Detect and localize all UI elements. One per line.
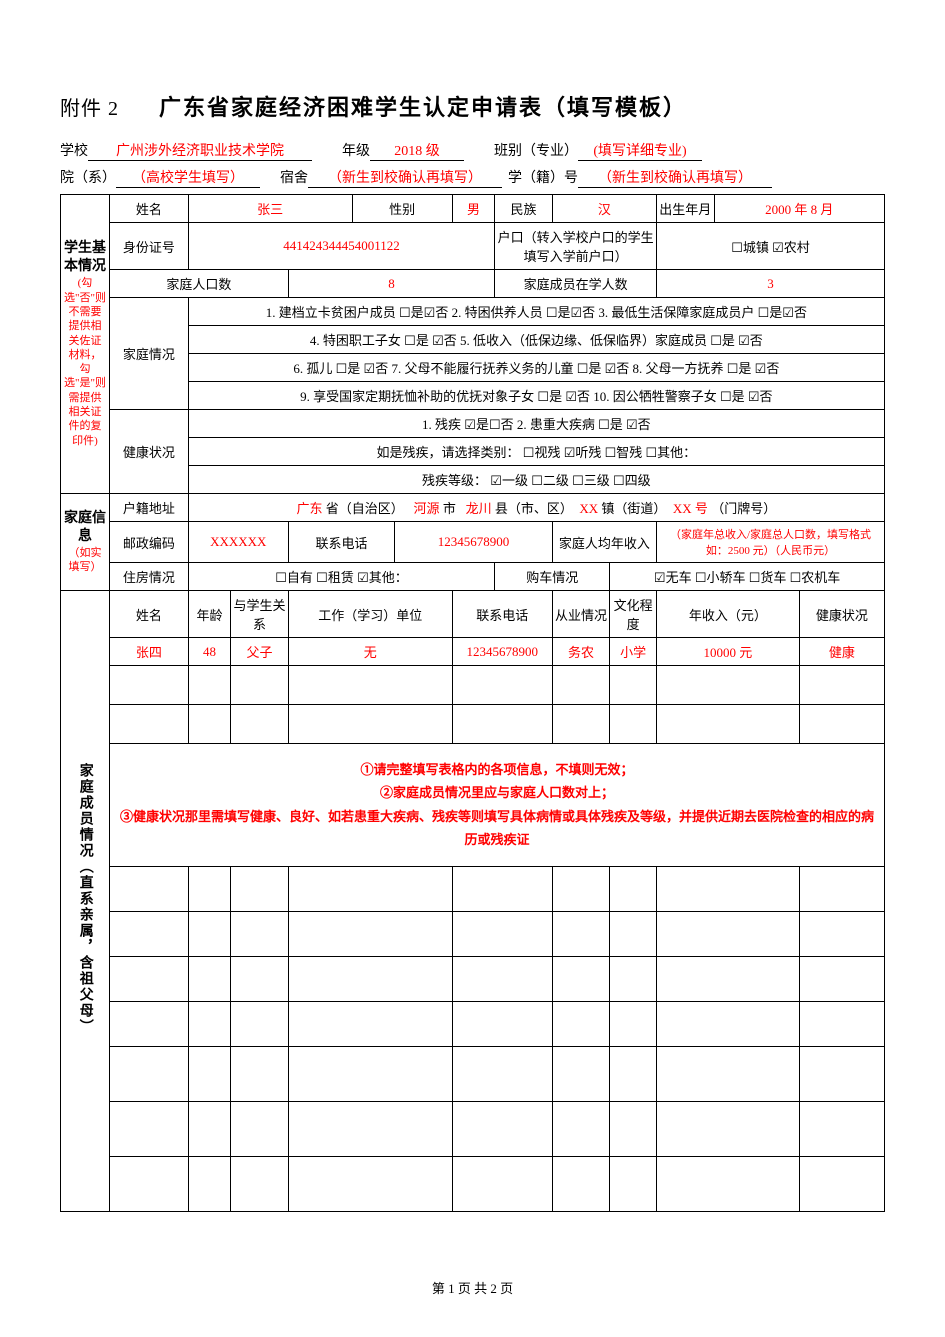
pop-value[interactable]: 8 [288, 270, 495, 298]
section-members-title: 家庭成员情况（直系亲属，含祖父母） [75, 763, 95, 1035]
pop-label: 家庭人口数 [109, 270, 288, 298]
students-label: 家庭成员在学人数 [495, 270, 657, 298]
health-line-3[interactable]: 残疾等级： ☑一级 ☐二级 ☐三级 ☐四级 [188, 466, 884, 494]
col-job: 从业情况 [552, 591, 609, 638]
section-members-head: 家庭成员情况（直系亲属，含祖父母） [61, 591, 110, 1212]
id-value[interactable]: 441424344454001122 [188, 223, 495, 270]
students-value[interactable]: 3 [657, 270, 885, 298]
member-row-1[interactable]: 张四 48 父子 无 12345678900 务农 小学 10000 元 健康 [61, 638, 885, 666]
class-label: 班别（专业） [494, 140, 578, 160]
col-phone: 联系电话 [452, 591, 552, 638]
zip-value[interactable]: XXXXXX [188, 522, 288, 563]
m1-income[interactable]: 10000 元 [657, 638, 800, 666]
family-label: 家庭情况 [109, 298, 188, 410]
member-row-6[interactable] [61, 911, 885, 956]
phone-value[interactable]: 12345678900 [395, 522, 553, 563]
member-row-9[interactable] [61, 1046, 885, 1101]
family-line-3[interactable]: 6. 孤儿 ☐是 ☑否 7. 父母不能履行抚养义务的儿童 ☐是 ☑否 8. 父母… [188, 354, 884, 382]
family-line-4[interactable]: 9. 享受国家定期抚恤补助的优抚对象子女 ☐是 ☑否 10. 因公牺牲警察子女 … [188, 382, 884, 410]
col-relation: 与学生关系 [231, 591, 288, 638]
dorm-label: 宿舍 [280, 167, 308, 187]
notes-line-3a: ③健康状况那里需填写健康、良好、如 [120, 809, 341, 824]
m1-phone[interactable]: 12345678900 [452, 638, 552, 666]
zip-label: 邮政编码 [109, 522, 188, 563]
notes-line-2: ②家庭成员情况里应与家庭人口数对上； [380, 785, 614, 800]
member-row-10[interactable] [61, 1101, 885, 1156]
member-notes-row: ①请完整填写表格内的各项信息，不填则无效； ②家庭成员情况里应与家庭人口数对上；… [61, 744, 885, 867]
house-label: 住房情况 [109, 563, 188, 591]
id-label: 身份证号 [109, 223, 188, 270]
member-row-5[interactable] [61, 866, 885, 911]
meta-line-2: 院（系） （高校学生填写） 宿舍 （新生到校确认再填写） 学（籍）号 （新生到校… [60, 167, 885, 188]
birth-label: 出生年月 [657, 195, 714, 223]
member-row-8[interactable] [61, 1001, 885, 1046]
col-work: 工作（学习）单位 [288, 591, 452, 638]
avg-label: 家庭人均年收入 [552, 522, 656, 563]
grade-value[interactable]: 2018 级 [370, 140, 464, 161]
ethnic-label: 民族 [495, 195, 552, 223]
addr-label: 户籍地址 [109, 494, 188, 522]
meta-line-1: 学校 广州涉外经济职业技术学院 年级 2018 级 班别（专业） (填写详细专业… [60, 140, 885, 161]
birth-value[interactable]: 2000 年 8 月 [714, 195, 884, 223]
health-label: 健康状况 [109, 410, 188, 494]
member-row-2[interactable] [61, 666, 885, 705]
attachment-label: 附件 2 [60, 92, 119, 121]
class-value[interactable]: (填写详细专业) [578, 140, 702, 161]
section-family-head: 家庭信息 （如实填写） [61, 494, 110, 591]
car-options[interactable]: ☑无车 ☐小轿车 ☐货车 ☐农机车 [610, 563, 885, 591]
health-line-1[interactable]: 1. 残疾 ☑是☐否 2. 患重大疾病 ☐是 ☑否 [188, 410, 884, 438]
sid-value[interactable]: （新生到校确认再填写） [578, 167, 772, 188]
main-title: 广东省家庭经济困难学生认定申请表（填写模板） [159, 90, 687, 122]
m1-health[interactable]: 健康 [799, 638, 884, 666]
col-health: 健康状况 [799, 591, 884, 638]
gender-label: 性别 [352, 195, 452, 223]
m1-job[interactable]: 务农 [552, 638, 609, 666]
sid-label: 学（籍）号 [508, 167, 578, 187]
col-income: 年收入（元） [657, 591, 800, 638]
name-label: 姓名 [109, 195, 188, 223]
dorm-value[interactable]: （新生到校确认再填写） [308, 167, 502, 188]
page-footer: 第 1 页 共 2 页 [0, 1278, 945, 1297]
hukou-options[interactable]: ☐城镇 ☑农村 [657, 223, 885, 270]
notes-line-1: ①请完整填写表格内的各项信息，不填则无效； [360, 762, 633, 777]
ethnic-value[interactable]: 汉 [552, 195, 656, 223]
house-options[interactable]: ☐自有 ☐租赁 ☑其他： [188, 563, 495, 591]
grade-label: 年级 [342, 140, 370, 160]
col-age: 年龄 [188, 591, 231, 638]
page-container: 附件 2 广东省家庭经济困难学生认定申请表（填写模板） 学校 广州涉外经济职业技… [0, 0, 945, 1337]
member-row-7[interactable] [61, 956, 885, 1001]
section-basic-title: 学生基本情况 [63, 240, 107, 276]
m1-work[interactable]: 无 [288, 638, 452, 666]
m1-age[interactable]: 48 [188, 638, 231, 666]
health-line-2[interactable]: 如是残疾，请选择类别： ☐视残 ☑听残 ☐智残 ☐其他： [188, 438, 884, 466]
family-line-1[interactable]: 1. 建档立卡贫困户成员 ☐是☑否 2. 特困供养人员 ☐是☑否 3. 最低生活… [188, 298, 884, 326]
dept-label: 院（系） [60, 167, 116, 187]
section-family-note: （如实填写） [63, 546, 107, 575]
section-basic-head: 学生基本情况 (勾选"否"则不需要提供相关佐证材料，勾选"是"则需提供相关证件的… [61, 195, 110, 494]
member-row-11[interactable] [61, 1156, 885, 1211]
col-edu: 文化程度 [610, 591, 657, 638]
m1-edu[interactable]: 小学 [610, 638, 657, 666]
section-family-title: 家庭信息 [63, 510, 107, 546]
school-label: 学校 [60, 140, 88, 160]
col-name: 姓名 [109, 591, 188, 638]
section-basic-note: (勾选"否"则不需要提供相关佐证材料，勾选"是"则需提供相关证件的复印件) [63, 276, 107, 448]
notes-line-3b: 若患重大疾病、残疾等则填写具体病情或具体残疾及等级，并提供近期去医院检查的相应的… [341, 809, 874, 847]
addr-value[interactable]: 广东 省（自治区） 河源 市 龙川 县（市、区） XX 镇（街道） XX 号 （… [188, 494, 884, 522]
dept-value[interactable]: （高校学生填写） [116, 167, 260, 188]
title-row: 附件 2 广东省家庭经济困难学生认定申请表（填写模板） [60, 90, 885, 122]
avg-note: （家庭年总收入/家庭总人口数，填写格式如：2500 元）（人民币元） [657, 522, 885, 563]
member-row-3[interactable] [61, 705, 885, 744]
hukou-label: 户口（转入学校户口的学生填写入学前户口） [495, 223, 657, 270]
m1-relation[interactable]: 父子 [231, 638, 288, 666]
gender-value[interactable]: 男 [452, 195, 495, 223]
m1-name[interactable]: 张四 [109, 638, 188, 666]
form-table: 学生基本情况 (勾选"否"则不需要提供相关佐证材料，勾选"是"则需提供相关证件的… [60, 194, 885, 1212]
school-value[interactable]: 广州涉外经济职业技术学院 [88, 140, 312, 161]
car-label: 购车情况 [495, 563, 610, 591]
phone-label: 联系电话 [288, 522, 394, 563]
name-value[interactable]: 张三 [188, 195, 352, 223]
family-line-2[interactable]: 4. 特困职工子女 ☐是 ☑否 5. 低收入（低保边缘、低保临界）家庭成员 ☐是… [188, 326, 884, 354]
